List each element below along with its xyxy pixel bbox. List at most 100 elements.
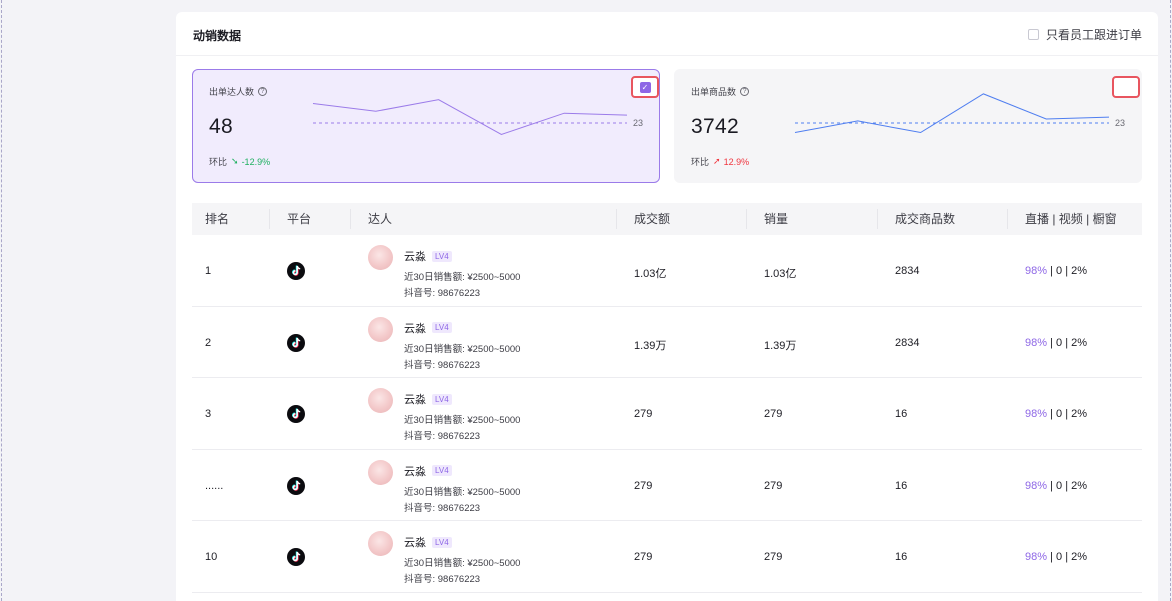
ratio-separator: | (1062, 479, 1072, 492)
table-row[interactable]: 2 云淼 LV4 近30日销售额: ¥2500~5000 抖音号: 98676223 1.… (192, 307, 1142, 379)
stat-label: 出单商品数? (691, 85, 750, 98)
checkbox-icon[interactable] (1120, 81, 1132, 93)
tiktok-icon (287, 333, 305, 352)
only-staff-toggle[interactable]: 只看员工跟进订单 (1027, 26, 1142, 43)
stat-value: 48 (209, 115, 233, 138)
live-ratio[interactable]: 98% (1025, 479, 1048, 492)
window-ratio: 2% (1071, 479, 1088, 492)
change-value: 12.9% (723, 156, 750, 167)
arrow-up-icon: ➚ (713, 156, 721, 166)
sparkline-chart: 23 (312, 99, 643, 136)
ratio-separator: | (1047, 265, 1057, 277)
rank-cell: ...... (205, 479, 224, 492)
checkbox-icon[interactable] (1027, 29, 1039, 40)
tiktok-icon (287, 262, 305, 280)
gmv-cell: 1.03亿 (634, 268, 667, 280)
column-divider (269, 209, 270, 229)
level-badge: LV4 (432, 465, 452, 477)
tiktok-icon (287, 476, 305, 495)
avatar[interactable] (368, 388, 393, 414)
items-cell: 2834 (895, 336, 920, 349)
items-cell: 2834 (895, 265, 920, 277)
card-select-checkbox[interactable] (1112, 76, 1140, 98)
average-label: 23 (633, 118, 643, 128)
talent-name-text: 云淼 (404, 251, 426, 263)
table-body: 1 云淼 LV4 近30日销售额: ¥2500~5000 抖音号: 98676223 1.… (192, 235, 1142, 593)
ranking-table: 排名 平台 达人 成交额 销量 成交商品数 直播 | 视频 | 橱窗 1 云淼 LV4 近30日销… (192, 203, 1142, 593)
talent-name[interactable]: 云淼 LV4 (404, 391, 452, 407)
window-ratio: 2% (1071, 408, 1088, 421)
checkbox-icon[interactable]: ✓ (639, 81, 651, 93)
column-divider (350, 209, 351, 229)
table-row[interactable]: ...... 云淼 LV4 近30日销售额: ¥2500~5000 抖音号: 98676… (192, 450, 1142, 522)
video-ratio: 0 (1056, 408, 1063, 421)
column-divider (616, 209, 617, 229)
column-header: 销量 (764, 212, 789, 226)
ratio-separator: | (1047, 336, 1057, 349)
live-ratio[interactable]: 98% (1025, 408, 1048, 421)
avatar[interactable] (368, 459, 393, 485)
avatar[interactable] (368, 531, 393, 557)
talent-name[interactable]: 云淼 LV4 (404, 534, 452, 550)
talent-name[interactable]: 云淼 LV4 (404, 248, 452, 264)
stat-compare: 环比 ➘ -12.9% (209, 155, 270, 168)
talent-name-text: 云淼 (404, 394, 426, 407)
question-circle-icon[interactable]: ? (740, 87, 750, 96)
talent-douyin-id: 抖音号: 98676223 (404, 359, 481, 371)
avatar[interactable] (368, 316, 393, 342)
stat-card[interactable]: 出单达人数? 48 环比 ➘ -12.9% 23 ✓ (192, 69, 660, 183)
column-divider (1007, 209, 1008, 229)
items-cell: 16 (895, 479, 908, 492)
table-row[interactable]: 10 云淼 LV4 近30日销售额: ¥2500~5000 抖音号: 98676223 2… (192, 521, 1142, 593)
ratio-separator: | (1047, 479, 1057, 492)
live-ratio[interactable]: 98% (1025, 551, 1048, 564)
table-row[interactable]: 1 云淼 LV4 近30日销售额: ¥2500~5000 抖音号: 98676223 1.… (192, 235, 1142, 307)
left-guide-line (1, 0, 2, 601)
ratio-separator: | (1047, 408, 1057, 421)
gmv-cell: 1.39万 (634, 339, 667, 352)
talent-sales-30d: 近30日销售额: ¥2500~5000 (404, 343, 521, 355)
tiktok-icon (287, 405, 305, 424)
change-value: -12.9% (241, 156, 271, 167)
average-label: 23 (1115, 118, 1125, 128)
column-divider (877, 209, 878, 229)
stat-label-text: 出单商品数 (691, 87, 737, 97)
volume-cell: 279 (764, 479, 783, 492)
rank-cell: 10 (205, 551, 218, 564)
sparkline-series (794, 93, 1110, 134)
ratio-separator: | (1047, 551, 1057, 564)
live-ratio[interactable]: 98% (1025, 336, 1048, 349)
stat-label: 出单达人数? (209, 85, 268, 98)
sparkline-series (312, 99, 628, 136)
live-ratio[interactable]: 98% (1025, 265, 1048, 277)
tiktok-icon (287, 548, 305, 567)
talent-sales-30d: 近30日销售额: ¥2500~5000 (404, 415, 521, 427)
talent-name[interactable]: 云淼 LV4 (404, 463, 452, 479)
talent-douyin-id: 抖音号: 98676223 (404, 502, 481, 514)
gmv-cell: 279 (634, 479, 653, 492)
volume-cell: 1.03亿 (764, 268, 797, 280)
video-ratio: 0 (1056, 265, 1063, 277)
stat-card[interactable]: 出单商品数? 3742 环比 ➚ 12.9% 23 (674, 69, 1142, 183)
video-ratio: 0 (1056, 336, 1063, 349)
column-header: 平台 (287, 212, 312, 226)
panel-header: 动销数据 只看员工跟进订单 (176, 12, 1158, 56)
only-staff-label: 只看员工跟进订单 (1045, 28, 1142, 42)
talent-sales-30d: 近30日销售额: ¥2500~5000 (404, 486, 521, 498)
rank-cell: 2 (205, 336, 212, 349)
panel-title: 动销数据 (193, 29, 242, 43)
window-ratio: 2% (1071, 336, 1088, 349)
channel-ratio: 98% | 0 | 2% (1025, 408, 1087, 420)
column-header: 达人 (368, 212, 393, 226)
sales-data-panel: 动销数据 只看员工跟进订单 出单达人数? 48 环比 ➘ -12.9% 23 ✓ 出单商品数?… (176, 12, 1158, 601)
channel-ratio: 98% | 0 | 2% (1025, 265, 1087, 277)
avatar[interactable] (368, 245, 393, 270)
stat-compare: 环比 ➚ 12.9% (691, 155, 749, 168)
talent-name[interactable]: 云淼 LV4 (404, 320, 452, 336)
items-cell: 16 (895, 551, 908, 564)
talent-douyin-id: 抖音号: 98676223 (404, 431, 481, 443)
question-circle-icon[interactable]: ? (258, 87, 268, 96)
card-select-checkbox[interactable]: ✓ (631, 76, 659, 98)
column-header: 排名 (205, 212, 230, 226)
table-row[interactable]: 3 云淼 LV4 近30日销售额: ¥2500~5000 抖音号: 98676223 27… (192, 378, 1142, 450)
